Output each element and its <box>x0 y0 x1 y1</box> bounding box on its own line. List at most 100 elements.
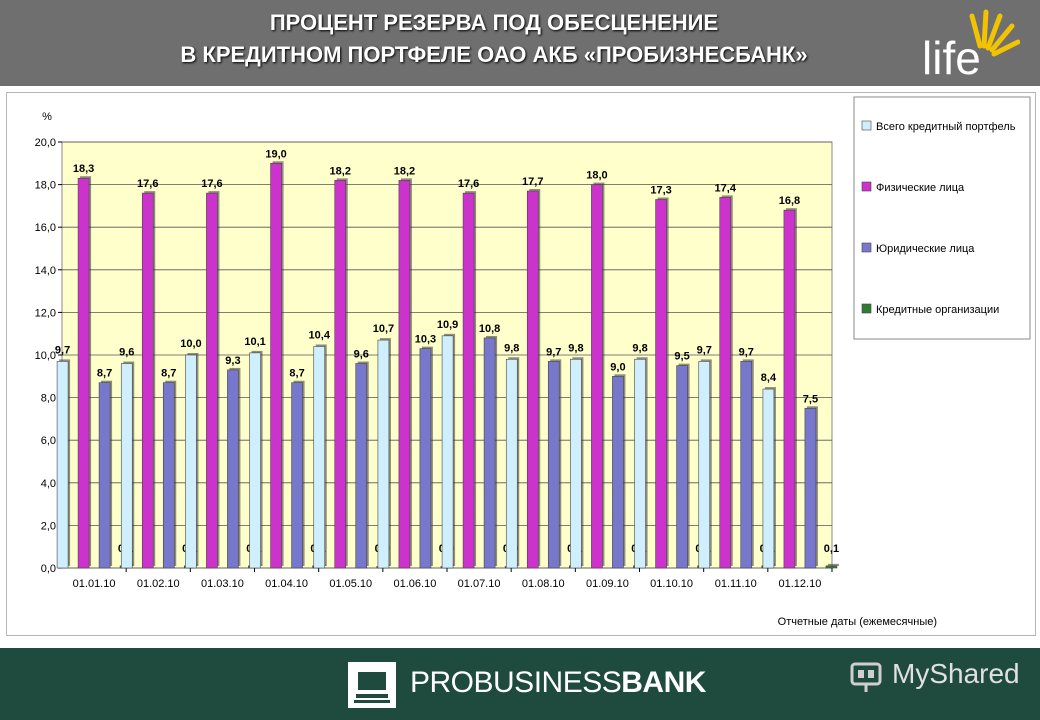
x-tick-label: 01.03.10 <box>201 578 244 590</box>
bar-1 <box>56 361 69 569</box>
data-label: 10,3 <box>415 334 436 346</box>
legend-swatch <box>861 303 872 314</box>
bar-2 <box>77 177 90 569</box>
x-tick-label: 01.06.10 <box>394 578 437 590</box>
data-label: 16,8 <box>779 195 800 207</box>
data-label: 10,7 <box>373 323 394 335</box>
bar-1 <box>634 358 646 569</box>
x-tick-label: 01.07.10 <box>458 578 501 590</box>
slide-title-line-1: ПРОЦЕНТ РЕЗЕРВА ПОД ОБЕСЦЕНЕНИЕ <box>269 10 719 35</box>
x-tick-label: 01.05.10 <box>329 578 372 590</box>
bar-1 <box>185 354 197 569</box>
legend-label: Физические лица <box>876 182 965 194</box>
data-label: 0,1 <box>824 543 839 555</box>
x-tick-label: 01.11.10 <box>715 578 757 590</box>
data-label: 9,7 <box>739 346 754 358</box>
y-tick-label: 6,0 <box>41 435 56 447</box>
life-logo-text: life <box>922 32 981 80</box>
bar-1 <box>762 388 775 569</box>
chart-frame: 0,0 2,0 4,0 6,0 8,0 10,0 12,0 14,0 16,0 18,0 20,0%… <box>6 92 1036 636</box>
bar-1 <box>441 335 454 569</box>
bar-2 <box>655 199 667 569</box>
data-label: 9,7 <box>697 344 712 356</box>
bar-3 <box>804 407 817 569</box>
data-label: 17,3 <box>650 185 671 197</box>
bar-2 <box>526 190 539 569</box>
bar-2 <box>270 163 282 569</box>
bar-2 <box>334 180 347 569</box>
probusinessbank-logo-icon <box>348 662 396 708</box>
x-tick-label: 01.10.10 <box>650 578 693 590</box>
data-label: 10,4 <box>309 329 331 341</box>
y-tick-label: 16,0 <box>35 222 56 234</box>
y-tick-label: 12,0 <box>35 307 56 319</box>
data-label: 18,2 <box>394 165 415 177</box>
x-tick-label: 01.09.10 <box>586 578 629 590</box>
bar-3 <box>227 369 239 569</box>
data-label: 7,5 <box>803 393 818 405</box>
data-label: 9,5 <box>674 351 689 363</box>
bar-2 <box>206 192 218 569</box>
data-label: 9,8 <box>632 342 647 354</box>
bar-3 <box>162 382 175 569</box>
y-tick-label: 18,0 <box>35 180 56 192</box>
myshared-watermark: MyShared <box>848 656 1028 696</box>
bar-4 <box>825 565 838 569</box>
x-tick-label: 01.12.10 <box>779 578 822 590</box>
legend-label: Всего кредитный портфель <box>876 121 1016 133</box>
data-label: 8,4 <box>761 372 777 384</box>
y-tick-label: 0,0 <box>41 563 56 575</box>
bar-3 <box>547 361 560 569</box>
data-label: 9,6 <box>119 347 134 359</box>
y-tick-label: 4,0 <box>41 478 56 490</box>
bar-3 <box>291 382 303 569</box>
bar-3 <box>612 375 624 569</box>
data-label: 10,8 <box>479 323 500 335</box>
bar-2 <box>591 184 603 569</box>
data-label: 8,7 <box>289 368 304 380</box>
bank-name: PROBUSINESSBANK <box>410 666 706 700</box>
bank-name-bold: BANK <box>621 666 706 699</box>
x-tick-label: 01.01.10 <box>73 578 116 590</box>
y-tick-label: 10,0 <box>35 350 56 362</box>
y-tick-label: 2,0 <box>41 520 56 532</box>
data-label: 10,0 <box>180 338 201 350</box>
legend-label: Юридические лица <box>876 243 975 255</box>
bar-2 <box>719 197 732 569</box>
bank-name-light: PROBUSINESS <box>410 666 622 699</box>
y-axis-label: % <box>42 111 52 123</box>
y-tick-label: 8,0 <box>41 393 56 405</box>
myshared-icon <box>850 662 882 692</box>
bar-2 <box>783 209 796 569</box>
bar-3 <box>676 365 688 569</box>
data-label: 17,6 <box>137 178 158 190</box>
legend-box <box>853 96 1031 340</box>
bar-shadow <box>827 563 839 566</box>
data-label: 8,7 <box>161 368 176 380</box>
data-label: 9,0 <box>610 361 625 373</box>
bar-3 <box>98 382 111 569</box>
data-label: 17,6 <box>201 178 222 190</box>
bar-2 <box>398 180 411 569</box>
data-label: 17,6 <box>458 178 479 190</box>
bar-3 <box>419 348 432 569</box>
data-label: 9,6 <box>354 349 369 361</box>
data-label: 9,8 <box>568 342 583 354</box>
bar-1 <box>570 358 582 569</box>
data-label: 17,4 <box>715 182 737 194</box>
data-label: 9,8 <box>504 342 519 354</box>
data-label: 18,3 <box>73 163 94 175</box>
data-label: 9,3 <box>225 355 240 367</box>
x-tick-label: 01.02.10 <box>137 578 180 590</box>
myshared-text: MyShared <box>892 658 1020 689</box>
data-label: 10,1 <box>244 336 265 348</box>
bar-3 <box>740 361 753 569</box>
legend-swatch <box>861 181 872 192</box>
data-label: 17,7 <box>522 176 543 188</box>
data-label: 18,0 <box>586 170 607 182</box>
reserve-chart: 0,0 2,0 4,0 6,0 8,0 10,0 12,0 14,0 16,0 18,0 20,0%… <box>35 96 1031 628</box>
life-logo: life <box>922 9 1020 80</box>
y-tick-label: 14,0 <box>35 265 56 277</box>
data-label: 9,7 <box>55 344 70 356</box>
bar-2 <box>462 192 475 569</box>
